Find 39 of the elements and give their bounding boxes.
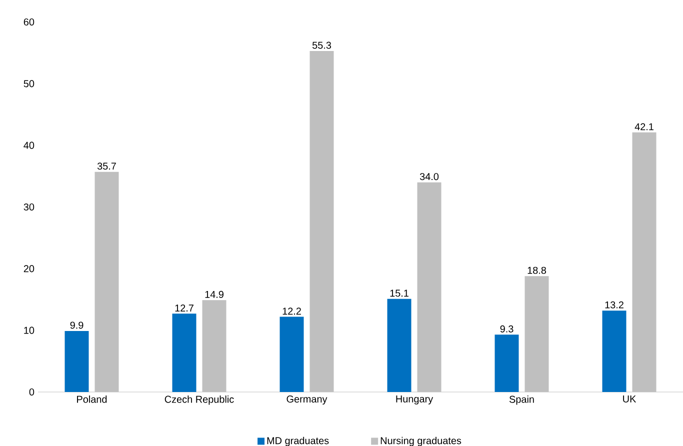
x-tick-label: UK	[623, 396, 636, 402]
y-tick-label: 10	[24, 326, 34, 334]
bar	[172, 314, 196, 392]
bar	[524, 276, 549, 392]
bar	[64, 330, 89, 392]
data-label: 13.2	[605, 301, 624, 308]
data-label: 15.1	[390, 290, 408, 297]
bar	[417, 182, 442, 392]
x-tick-label: Poland	[77, 396, 107, 403]
bar	[632, 132, 656, 392]
x-tick-label: Hungary	[396, 396, 434, 404]
data-label: 35.7	[97, 162, 116, 170]
data-label: 18.8	[528, 266, 546, 274]
data-label: 42.1	[634, 123, 654, 130]
bar	[602, 310, 626, 392]
y-tick-label: 0	[29, 388, 34, 396]
y-tick-label: 40	[24, 142, 34, 149]
data-label: 9.9	[70, 322, 84, 329]
legend-label: Nursing graduates	[380, 436, 462, 446]
data-label: 14.9	[205, 290, 224, 298]
data-label: 12.7	[175, 304, 194, 312]
data-label: 55.3	[312, 42, 332, 49]
y-tick-label: 60	[24, 18, 34, 26]
x-tick-label: Czech Republic	[164, 396, 234, 405]
bar	[310, 50, 334, 392]
bar	[387, 298, 412, 392]
y-tick-label: 20	[24, 265, 34, 272]
bar	[494, 334, 519, 392]
legend-label: MD graduates	[267, 436, 329, 446]
data-label: 9.3	[500, 325, 514, 332]
bar	[202, 300, 226, 392]
bar	[94, 172, 119, 392]
data-label: 34.0	[420, 173, 439, 180]
y-tick-label: 50	[24, 80, 34, 88]
x-tick-label: Germany	[286, 396, 328, 405]
data-label: 12.2	[282, 308, 301, 315]
y-tick-label: 30	[24, 203, 34, 211]
x-tick-label: Spain	[509, 396, 534, 405]
bar	[280, 316, 304, 392]
